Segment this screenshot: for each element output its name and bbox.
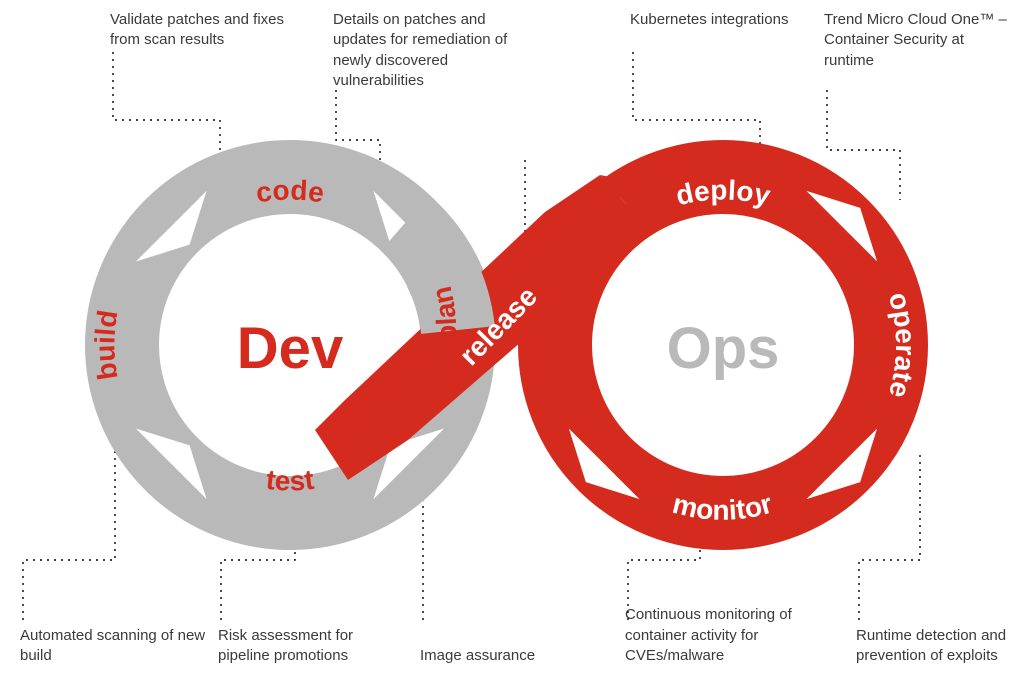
annot-release: Image assurance <box>420 646 535 666</box>
annot-operate: Runtime detection and prevention of expl… <box>856 626 1012 667</box>
annot-plan: Details on patches and updates for remed… <box>333 10 523 91</box>
devops-infinity-diagram: Validate patches and fixes from scan res… <box>0 0 1012 684</box>
seg-plan: plan <box>426 284 462 343</box>
annot-test: Risk assessment for pipeline promotions <box>218 626 408 667</box>
dev-label: Dev <box>237 316 343 381</box>
annot-operate-top: Trend Micro Cloud One™ – Container Secur… <box>824 10 1012 71</box>
annot-deploy: Kubernetes integrations <box>630 10 788 30</box>
infinity-svg: Dev Ops code test build plan deploy moni… <box>0 0 1012 684</box>
ops-label: Ops <box>667 316 780 381</box>
annot-build: Automated scanning of new build <box>20 626 210 667</box>
annot-monitor: Continuous monitoring of container activ… <box>625 605 835 666</box>
annot-code: Validate patches and fixes from scan res… <box>110 10 300 51</box>
